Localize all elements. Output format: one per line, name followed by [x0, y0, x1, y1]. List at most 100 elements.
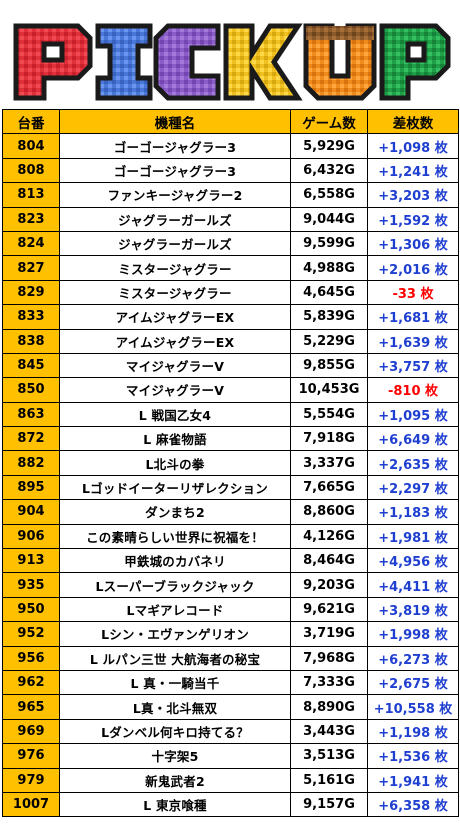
header-difference: 差枚数 — [367, 108, 459, 135]
machine-number-cell: 845 — [2, 352, 60, 379]
game-count-cell: 3,337G — [290, 450, 368, 476]
machine-number-cell: 904 — [2, 499, 60, 525]
difference-cell: +2,016 枚 — [367, 255, 459, 281]
table-header-row: 台番 機種名 ゲーム数 差枚数 — [2, 108, 459, 135]
machine-number-cell: 850 — [2, 377, 60, 403]
game-count-cell: 8,890G — [290, 694, 368, 720]
difference-cell: +3,819 枚 — [367, 596, 459, 623]
machine-number-cell: 962 — [2, 669, 60, 696]
machine-name-cell: ダンまち2 — [59, 499, 291, 525]
table-row: 845 マイジャグラーV 9,855G +3,757 枚 — [2, 352, 459, 379]
difference-cell: +2,297 枚 — [367, 474, 459, 501]
machine-number-cell: 804 — [2, 133, 60, 159]
difference-cell: +1,681 枚 — [367, 304, 459, 330]
game-count-cell: 7,333G — [290, 669, 368, 696]
game-count-cell: 5,839G — [290, 304, 368, 330]
game-count-cell: 8,464G — [290, 548, 368, 574]
machine-number-cell: 979 — [2, 767, 60, 793]
machine-name-cell: ジャグラーガールズ — [59, 230, 291, 257]
game-count-cell: 6,432G — [290, 157, 368, 184]
table-row: 962 L 真・一騎当千 7,333G +2,675 枚 — [2, 669, 459, 696]
difference-cell: +1,998 枚 — [367, 621, 459, 647]
table-row: 823 ジャグラーガールズ 9,044G +1,592 枚 — [2, 206, 459, 232]
game-count-cell: 5,229G — [290, 328, 368, 354]
difference-cell: +1,183 枚 — [367, 499, 459, 525]
game-count-cell: 9,855G — [290, 352, 368, 379]
machine-name-cell: ジャグラーガールズ — [59, 206, 291, 232]
machine-name-cell: この素晴らしい世界に祝福を！ — [59, 523, 291, 550]
machine-number-cell: 952 — [2, 621, 60, 647]
machine-name-cell: ゴーゴージャグラー3 — [59, 157, 291, 184]
difference-cell: +4,956 枚 — [367, 548, 459, 574]
machine-name-cell: L北斗の拳 — [59, 450, 291, 476]
machine-number-cell: 956 — [2, 645, 60, 671]
game-count-cell: 6,558G — [290, 182, 368, 208]
machine-number-cell: 813 — [2, 182, 60, 208]
game-count-cell: 7,968G — [290, 645, 368, 671]
table-row: 872 L 麻雀物語 7,918G +6,649 枚 — [2, 426, 459, 452]
difference-cell: +1,592 枚 — [367, 206, 459, 232]
table-row: 829 ミスタージャグラー 4,645G -33 枚 — [2, 279, 459, 306]
difference-cell: +1,095 枚 — [367, 401, 459, 428]
machine-number-cell: 829 — [2, 279, 60, 306]
table-row: 935 Lスーパーブラックジャック 9,203G +4,411 枚 — [2, 572, 459, 598]
machine-name-cell: L 東京喰種 — [59, 791, 291, 818]
machine-name-cell: L ルパン三世 大航海者の秘宝 — [59, 645, 291, 671]
header-machine-number: 台番 — [2, 108, 60, 135]
machine-number-cell: 1007 — [2, 791, 60, 818]
table-row: 833 アイムジャグラーEX 5,839G +1,681 枚 — [2, 304, 459, 330]
table-row: 965 L真・北斗無双 8,890G +10,558 枚 — [2, 694, 459, 720]
table-row: 882 L北斗の拳 3,337G +2,635 枚 — [2, 450, 459, 476]
game-count-cell: 9,621G — [290, 596, 368, 623]
machine-name-cell: L 麻雀物語 — [59, 426, 291, 452]
machine-number-cell: 950 — [2, 596, 60, 623]
table-row: 827 ミスタージャグラー 4,988G +2,016 枚 — [2, 255, 459, 281]
difference-cell: +6,649 枚 — [367, 426, 459, 452]
machine-number-cell: 833 — [2, 304, 60, 330]
difference-cell: +10,558 枚 — [367, 694, 459, 720]
table-row: 904 ダンまち2 8,860G +1,183 枚 — [2, 499, 459, 525]
table-row: 850 マイジャグラーV 10,453G -810 枚 — [2, 377, 459, 403]
table-row: 895 Lゴッドイーターリザレクション 7,665G +2,297 枚 — [2, 474, 459, 501]
table-row: 969 Lダンベル何キロ持てる？ 3,443G +1,198 枚 — [2, 718, 459, 745]
machine-number-cell: 872 — [2, 426, 60, 452]
table-row: 813 ファンキージャグラー2 6,558G +3,203 枚 — [2, 182, 459, 208]
table-row: 950 Lマギアレコード 9,621G +3,819 枚 — [2, 596, 459, 623]
difference-cell: +1,536 枚 — [367, 743, 459, 769]
machine-name-cell: L 戦国乙女4 — [59, 401, 291, 428]
pickup-logo — [13, 23, 451, 101]
game-count-cell: 8,860G — [290, 499, 368, 525]
header-game-count: ゲーム数 — [290, 108, 368, 135]
game-count-cell: 9,044G — [290, 206, 368, 232]
machine-number-cell: 823 — [2, 206, 60, 232]
table-row: 976 十字架5 3,513G +1,536 枚 — [2, 743, 459, 769]
game-count-cell: 7,918G — [290, 426, 368, 452]
difference-cell: +6,273 枚 — [367, 645, 459, 671]
machine-number-cell: 827 — [2, 255, 60, 281]
machine-name-cell: 十字架5 — [59, 743, 291, 769]
table-row: 863 L 戦国乙女4 5,554G +1,095 枚 — [2, 401, 459, 428]
game-count-cell: 3,513G — [290, 743, 368, 769]
machine-name-cell: アイムジャグラーEX — [59, 304, 291, 330]
pickup-table: 台番 機種名 ゲーム数 差枚数 804 ゴーゴージャグラー3 5,929G +1,09… — [2, 108, 459, 818]
game-count-cell: 9,157G — [290, 791, 368, 818]
table-row: 808 ゴーゴージャグラー3 6,432G +1,241 枚 — [2, 157, 459, 184]
machine-number-cell: 976 — [2, 743, 60, 769]
game-count-cell: 7,665G — [290, 474, 368, 501]
machine-number-cell: 895 — [2, 474, 60, 501]
machine-name-cell: マイジャグラーV — [59, 377, 291, 403]
machine-name-cell: ファンキージャグラー2 — [59, 182, 291, 208]
game-count-cell: 4,126G — [290, 523, 368, 550]
difference-cell: +3,757 枚 — [367, 352, 459, 379]
machine-name-cell: マイジャグラーV — [59, 352, 291, 379]
machine-name-cell: ミスタージャグラー — [59, 255, 291, 281]
game-count-cell: 5,161G — [290, 767, 368, 793]
machine-name-cell: ゴーゴージャグラー3 — [59, 133, 291, 159]
machine-name-cell: L真・北斗無双 — [59, 694, 291, 720]
difference-cell: -810 枚 — [367, 377, 459, 403]
table-row: 1007 L 東京喰種 9,157G +6,358 枚 — [2, 791, 459, 818]
difference-cell: +1,981 枚 — [367, 523, 459, 550]
table-row: 804 ゴーゴージャグラー3 5,929G +1,098 枚 — [2, 133, 459, 159]
difference-cell: +1,639 枚 — [367, 328, 459, 354]
machine-number-cell: 838 — [2, 328, 60, 354]
